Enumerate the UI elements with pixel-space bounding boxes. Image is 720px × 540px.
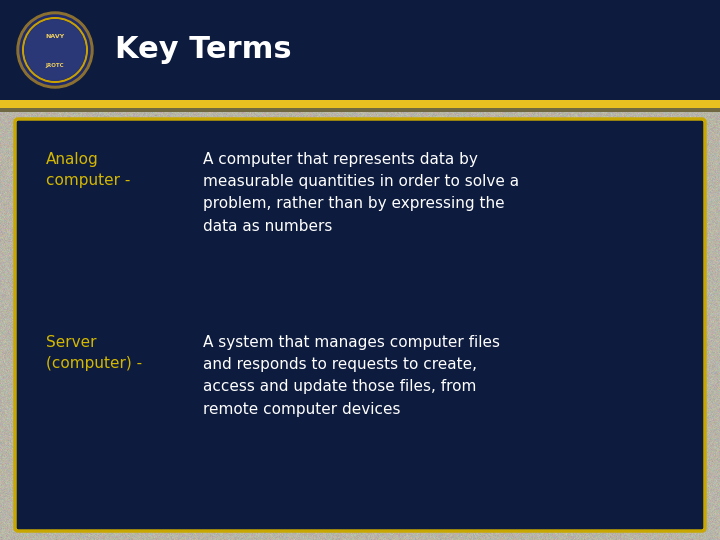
Text: NAVY: NAVY [45, 33, 65, 38]
Text: Server
(computer) -: Server (computer) - [46, 335, 142, 371]
Bar [0, 0, 720, 100]
FancyBboxPatch shape [15, 119, 705, 531]
Bar [0, 100, 720, 108]
Text: Analog
computer -: Analog computer - [46, 152, 130, 188]
Circle shape [20, 15, 90, 85]
Text: A system that manages computer files
and responds to requests to create,
access : A system that manages computer files and… [203, 335, 500, 416]
Text: JROTC: JROTC [45, 64, 64, 69]
Circle shape [17, 12, 93, 88]
Text: A computer that represents data by
measurable quantities in order to solve a
pro: A computer that represents data by measu… [203, 152, 519, 234]
Bar [0, 108, 720, 112]
Circle shape [25, 20, 85, 80]
Text: Key Terms: Key Terms [115, 36, 292, 64]
